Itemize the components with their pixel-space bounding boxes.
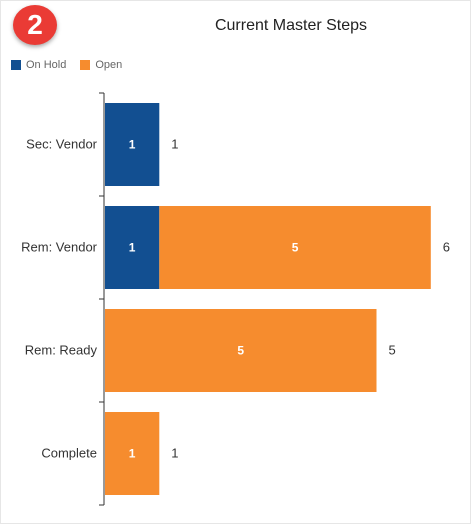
- step-number-badge: 2: [13, 5, 57, 45]
- bar-segment-open: [105, 412, 160, 495]
- bar-total-label: 6: [443, 240, 450, 255]
- bar-value-label: 1: [129, 241, 136, 255]
- legend-label-on-hold: On Hold: [26, 59, 67, 71]
- bar-segment-open: [159, 206, 431, 289]
- chart-title: Current Master Steps: [214, 17, 368, 34]
- category-label: Rem: Ready: [25, 343, 98, 358]
- bar-total-label: 1: [171, 446, 178, 461]
- category-label: Complete: [41, 446, 97, 461]
- category-label: Rem: Vendor: [21, 240, 98, 255]
- step-number: 2: [27, 9, 43, 40]
- bar-value-label: 1: [129, 138, 136, 152]
- legend-item-open[interactable]: Open: [80, 59, 122, 71]
- legend-swatch-open: [80, 60, 91, 70]
- bar-value-label: 5: [292, 241, 299, 255]
- bar-value-label: 5: [237, 344, 244, 358]
- legend-item-on-hold[interactable]: On Hold: [11, 59, 66, 71]
- legend-swatch-on-hold: [11, 60, 21, 70]
- bar-value-label: 1: [129, 447, 136, 461]
- bar-segment-on-hold: [105, 103, 160, 186]
- category-label: Sec: Vendor: [26, 137, 97, 152]
- bar-total-label: 5: [389, 343, 396, 358]
- bar-segment-on-hold: [105, 206, 160, 289]
- chart-legend: On Hold Open: [11, 59, 122, 71]
- bar-total-label: 1: [171, 137, 178, 152]
- legend-label-open: Open: [95, 59, 123, 71]
- bar-segment-open: [105, 309, 377, 392]
